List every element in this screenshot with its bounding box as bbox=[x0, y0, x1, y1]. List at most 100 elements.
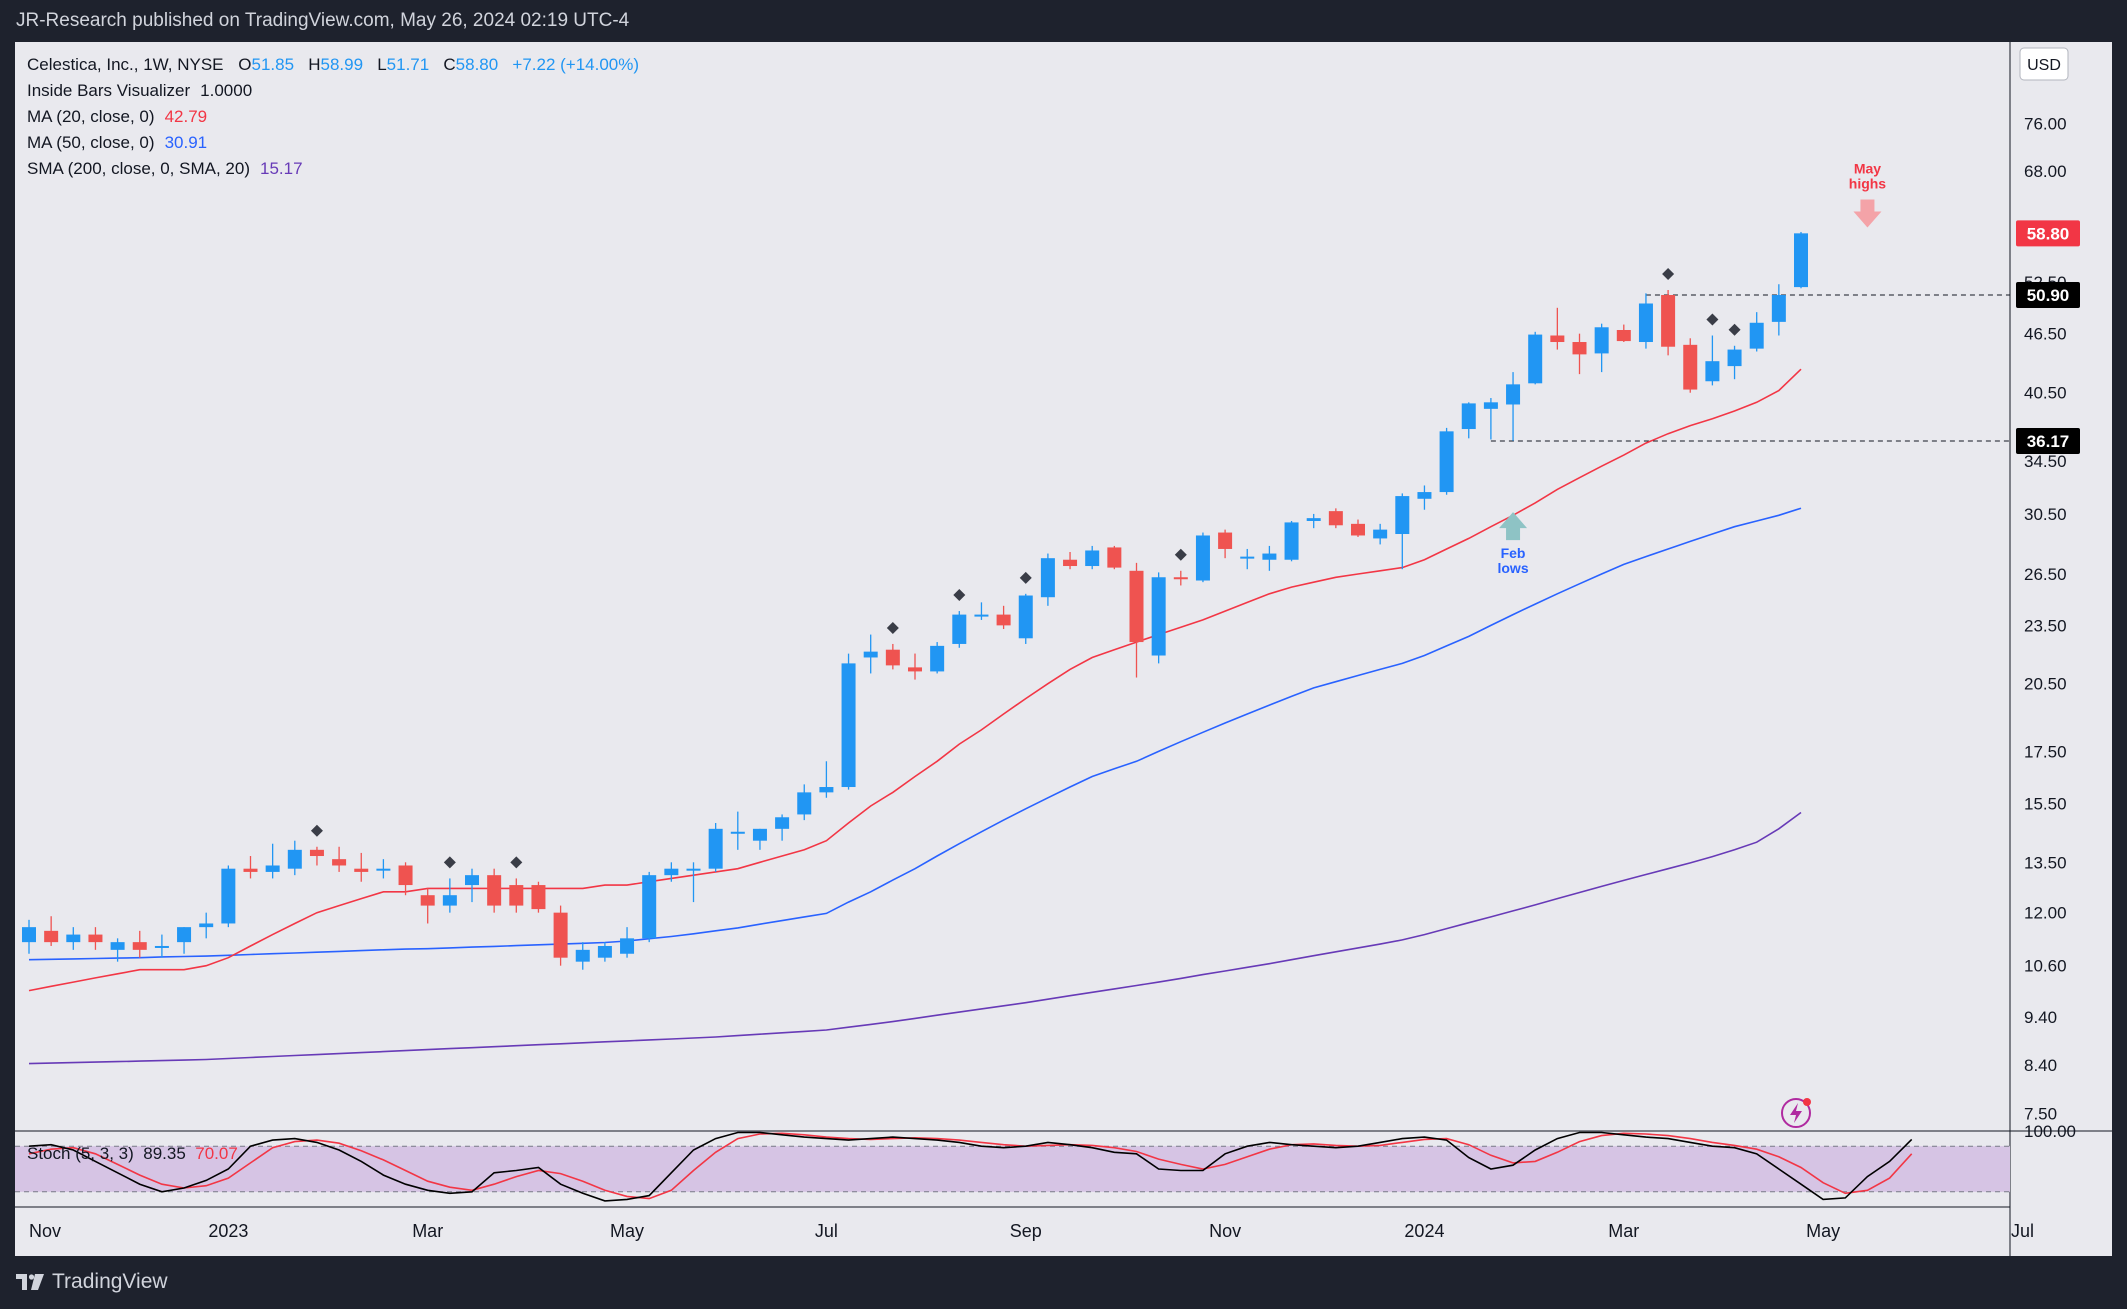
lightning-bolt bbox=[1790, 1103, 1802, 1123]
candle bbox=[1572, 333, 1587, 375]
inside-bars-row[interactable]: Inside Bars Visualizer 1.0000 bbox=[27, 78, 639, 104]
price-tick-label: 7.50 bbox=[2024, 1105, 2057, 1124]
candle-body bbox=[487, 875, 502, 906]
candle bbox=[132, 930, 147, 958]
candle-body bbox=[1705, 361, 1720, 382]
candle bbox=[974, 602, 989, 620]
candle bbox=[509, 878, 524, 913]
candle bbox=[730, 811, 745, 850]
change-value: +7.22 (+14.00%) bbox=[512, 55, 640, 74]
candle-body bbox=[531, 885, 546, 910]
candle bbox=[642, 871, 657, 943]
price-label-box bbox=[2016, 282, 2080, 309]
price-tick-label: 68.00 bbox=[2024, 162, 2067, 181]
price-tick-label: 40.50 bbox=[2024, 384, 2067, 403]
candle bbox=[1306, 513, 1321, 529]
candle-body bbox=[44, 930, 59, 943]
sma200-value: 15.17 bbox=[259, 159, 303, 178]
inside-bar-marker bbox=[1728, 323, 1741, 336]
candle-body bbox=[465, 875, 479, 886]
chart-legend: Celestica, Inc., 1W, NYSE O51.85 H58.99 … bbox=[27, 52, 639, 182]
candle bbox=[885, 643, 900, 670]
chart-panel[interactable] bbox=[15, 42, 2112, 1256]
candle-body bbox=[1749, 322, 1764, 349]
inside-bar-marker bbox=[510, 856, 523, 869]
candle-body bbox=[620, 938, 635, 954]
candle-body bbox=[952, 614, 967, 644]
price-tick-label: 12.00 bbox=[2024, 904, 2067, 923]
candle bbox=[553, 905, 568, 966]
stoch-d-value: 70.07 bbox=[195, 1144, 238, 1163]
candle bbox=[1483, 398, 1498, 440]
candle-body bbox=[575, 949, 590, 962]
date-tick-label: 2023 bbox=[208, 1221, 248, 1241]
candle-body bbox=[1794, 233, 1808, 288]
tradingview-logo[interactable]: TradingView bbox=[16, 1270, 168, 1294]
candle bbox=[88, 927, 103, 950]
candle bbox=[952, 611, 967, 648]
open-value: 51.85 bbox=[251, 55, 295, 74]
candle bbox=[442, 878, 457, 913]
inside-bar-marker bbox=[1662, 268, 1675, 281]
candle bbox=[309, 846, 324, 866]
candle bbox=[1085, 545, 1100, 570]
candle bbox=[597, 942, 612, 962]
date-tick-label: Nov bbox=[29, 1221, 61, 1241]
candle-body bbox=[398, 865, 413, 886]
sma200-row[interactable]: SMA (200, close, 0, SMA, 20) 15.17 bbox=[27, 156, 639, 182]
price-tick-label: 26.50 bbox=[2024, 565, 2067, 584]
stoch-k-line bbox=[28, 1131, 1913, 1202]
candle bbox=[797, 784, 812, 821]
stoch-legend[interactable]: Stoch (5, 3, 3) 89.35 70.07 bbox=[27, 1144, 238, 1164]
candle-body bbox=[1417, 492, 1432, 499]
candle bbox=[1151, 572, 1166, 664]
candle bbox=[1040, 553, 1055, 606]
candle-body bbox=[1129, 570, 1144, 643]
candle bbox=[775, 814, 790, 841]
candle bbox=[841, 653, 856, 790]
candle bbox=[420, 888, 435, 924]
symbol-name[interactable]: Celestica, Inc., 1W, NYSE bbox=[27, 55, 224, 74]
date-tick-label: May bbox=[610, 1221, 644, 1241]
lightning-icon[interactable] bbox=[1781, 1098, 1811, 1128]
price-tick-label: 15.50 bbox=[2024, 794, 2067, 813]
candle-body bbox=[88, 934, 103, 943]
price-chart[interactable]: 88.0076.0068.0052.5046.5040.5034.5030.50… bbox=[15, 42, 2112, 1256]
candle-body bbox=[1373, 529, 1388, 539]
notification-dot bbox=[1803, 1098, 1811, 1106]
price-tick-label: 46.50 bbox=[2024, 325, 2067, 344]
candle-body bbox=[885, 649, 900, 666]
candle bbox=[398, 862, 413, 896]
candle-body bbox=[265, 865, 280, 872]
candle-body bbox=[110, 942, 125, 950]
candle bbox=[908, 653, 922, 680]
ma20-label: MA (20, close, 0) bbox=[27, 107, 155, 126]
price-label-text: 50.90 bbox=[2027, 286, 2070, 305]
candle bbox=[819, 761, 834, 798]
candle-body bbox=[930, 645, 945, 672]
inside-bar-marker bbox=[443, 856, 456, 869]
candle-body bbox=[1151, 577, 1166, 656]
candle bbox=[863, 634, 878, 674]
inside-bar-marker bbox=[886, 621, 899, 634]
price-tick-label: 17.50 bbox=[2024, 742, 2067, 761]
price-label-box bbox=[2016, 428, 2080, 455]
candle-body bbox=[287, 849, 302, 869]
candle bbox=[1129, 562, 1144, 678]
candle bbox=[1063, 552, 1078, 570]
ma50-label: MA (50, close, 0) bbox=[27, 133, 155, 152]
candle bbox=[1506, 372, 1521, 441]
candle bbox=[1417, 485, 1432, 510]
tradingview-logo-icon bbox=[16, 1274, 44, 1290]
candle bbox=[44, 916, 59, 946]
currency-box[interactable] bbox=[2019, 47, 2069, 81]
candle bbox=[620, 927, 635, 958]
candle-body bbox=[66, 934, 81, 943]
ma20-row[interactable]: MA (20, close, 0) 42.79 bbox=[27, 104, 639, 130]
price-tick-label: 30.50 bbox=[2024, 505, 2067, 524]
ma50-row[interactable]: MA (50, close, 0) 30.91 bbox=[27, 130, 639, 156]
candle bbox=[487, 868, 502, 913]
low-value: 51.71 bbox=[386, 55, 430, 74]
candle bbox=[1727, 345, 1742, 380]
candle-body bbox=[177, 927, 192, 943]
